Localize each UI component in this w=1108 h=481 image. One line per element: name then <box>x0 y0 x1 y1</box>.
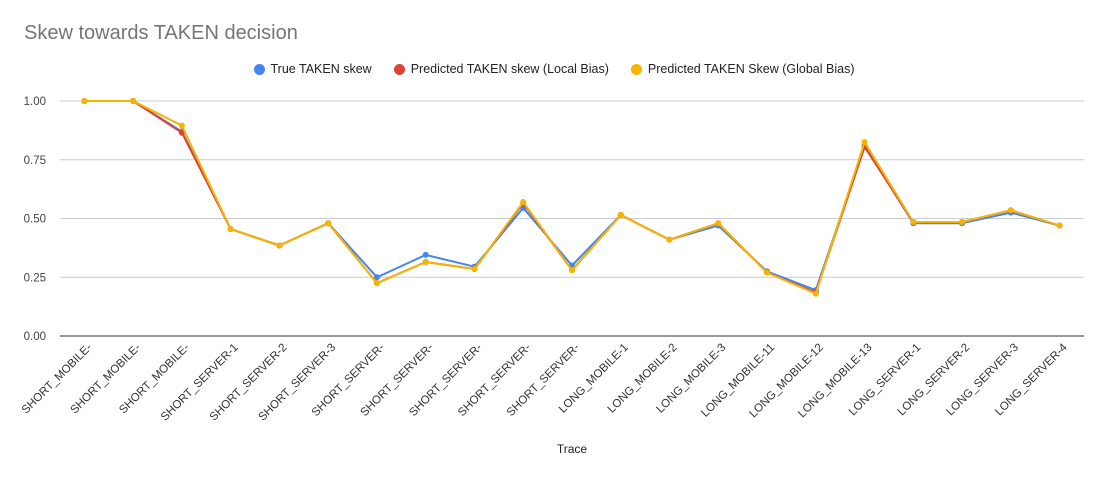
y-tick-label: 0.75 <box>24 155 46 167</box>
chart-legend: True TAKEN skew Predicted TAKEN skew (Lo… <box>0 62 1108 76</box>
legend-item-true-taken-skew[interactable]: True TAKEN skew <box>253 62 372 76</box>
data-point <box>276 242 283 249</box>
data-point <box>666 236 673 243</box>
data-point <box>422 258 429 265</box>
y-tick-label: 0.50 <box>24 214 46 226</box>
data-point <box>617 211 624 218</box>
legend-swatch-red <box>393 63 405 75</box>
y-tick-label: 0.25 <box>24 272 46 284</box>
legend-swatch-blue <box>253 63 265 75</box>
data-point <box>373 280 380 287</box>
legend-label: Predicted TAKEN Skew (Global Bias) <box>647 62 855 76</box>
data-point <box>959 219 966 226</box>
data-point <box>569 267 575 274</box>
data-point <box>520 199 527 206</box>
legend-label: True TAKEN skew <box>270 62 372 76</box>
y-tick-label: 1.00 <box>24 96 46 108</box>
x-axis-title: Trace <box>557 442 588 456</box>
data-point <box>861 139 868 146</box>
data-point <box>1056 222 1063 229</box>
legend-item-predicted-global-bias[interactable]: Predicted TAKEN Skew (Global Bias) <box>630 62 855 76</box>
data-point <box>178 122 185 129</box>
data-point <box>81 98 88 104</box>
legend-swatch-yellow <box>630 63 642 75</box>
data-point <box>471 266 478 273</box>
data-point <box>764 269 771 276</box>
data-point <box>812 290 819 297</box>
data-point <box>1007 207 1014 214</box>
chart-title: Skew towards TAKEN decision <box>24 22 298 44</box>
legend-label: Predicted TAKEN skew (Local Bias) <box>410 62 609 76</box>
data-point <box>715 220 722 227</box>
data-point <box>910 219 917 226</box>
data-point <box>227 226 234 233</box>
y-tick-label: 0.00 <box>24 331 46 343</box>
data-point <box>422 251 429 258</box>
data-point <box>373 274 380 281</box>
data-point <box>130 98 137 104</box>
legend-item-predicted-local-bias[interactable]: Predicted TAKEN skew (Local Bias) <box>393 62 609 76</box>
data-point <box>325 220 332 227</box>
series-line <box>84 100 1060 292</box>
